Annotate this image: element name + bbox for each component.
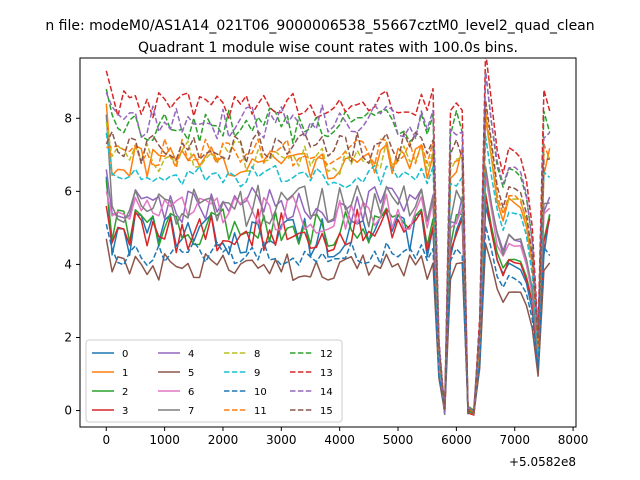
legend-label: 3 bbox=[122, 406, 128, 417]
y-tick-label: 2 bbox=[64, 330, 72, 344]
y-tick-label: 6 bbox=[64, 184, 72, 198]
x-tick-label: 0 bbox=[102, 433, 110, 447]
legend-label: 9 bbox=[254, 368, 260, 379]
legend-label: 11 bbox=[254, 406, 267, 417]
series-lines bbox=[105, 58, 551, 416]
legend-label: 0 bbox=[122, 349, 128, 360]
y-tick-label: 0 bbox=[64, 404, 72, 418]
chart-title: Quadrant 1 module wise count rates with … bbox=[138, 40, 518, 56]
legend-label: 2 bbox=[122, 387, 128, 398]
x-tick-label: 2000 bbox=[208, 433, 239, 447]
x-tick-label: 7000 bbox=[499, 433, 530, 447]
figure-suptitle: n file: modeM0/AS1A14_021T06_9000006538_… bbox=[45, 18, 594, 34]
x-tick-label: 1000 bbox=[149, 433, 180, 447]
x-tick-label: 4000 bbox=[324, 433, 355, 447]
legend-label: 12 bbox=[320, 349, 333, 360]
legend-label: 8 bbox=[254, 349, 260, 360]
legend-label: 1 bbox=[122, 368, 128, 379]
legend-label: 7 bbox=[188, 406, 194, 417]
y-axis: 0 2 4 6 8 bbox=[64, 111, 80, 418]
x-tick-label: 3000 bbox=[266, 433, 297, 447]
legend-label: 6 bbox=[188, 387, 194, 398]
y-tick-label: 8 bbox=[64, 111, 72, 125]
legend-label: 13 bbox=[320, 368, 333, 379]
plot-frame bbox=[79, 57, 577, 428]
series-line-15 bbox=[105, 99, 550, 415]
legend-label: 4 bbox=[188, 349, 194, 360]
x-offset-label: +5.0582e8 bbox=[509, 455, 576, 469]
legend-box bbox=[85, 339, 343, 423]
x-tick-label: 6000 bbox=[441, 433, 472, 447]
x-tick-label: 8000 bbox=[558, 433, 589, 447]
legend-label: 15 bbox=[320, 406, 333, 417]
legend-label: 14 bbox=[320, 387, 333, 398]
y-tick-label: 4 bbox=[64, 257, 72, 271]
x-tick-label: 5000 bbox=[383, 433, 414, 447]
x-axis: 0 1000 2000 3000 4000 5000 6000 7000 8000 bbox=[102, 427, 588, 447]
legend-label: 5 bbox=[188, 368, 194, 379]
legend-label: 10 bbox=[254, 387, 267, 398]
